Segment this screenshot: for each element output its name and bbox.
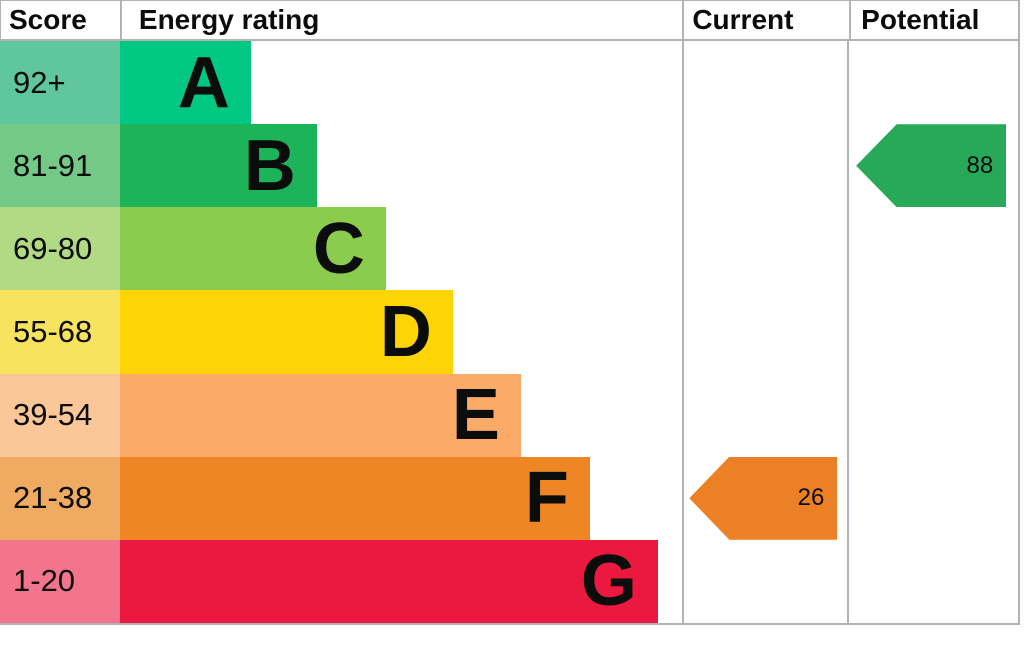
current-column-cell bbox=[682, 124, 850, 208]
band-row-f: 21-38 F 26 bbox=[0, 456, 1020, 540]
score-range-cell: 92+ bbox=[0, 41, 120, 125]
score-range-cell: 81-91 bbox=[0, 124, 120, 208]
current-column-cell bbox=[682, 207, 850, 291]
potential-column-cell bbox=[849, 290, 1020, 374]
header-current: Current bbox=[682, 1, 849, 39]
band-row-e: 39-54 E bbox=[0, 373, 1020, 457]
potential-column-cell bbox=[849, 41, 1020, 125]
current-column-cell bbox=[682, 373, 850, 457]
chart-header-row: Score Energy rating Current Potential bbox=[0, 0, 1021, 41]
header-potential: Potential bbox=[849, 1, 1021, 39]
score-range-cell: 39-54 bbox=[0, 373, 120, 457]
rating-bar-e: E bbox=[119, 373, 521, 457]
potential-column-cell bbox=[849, 373, 1020, 457]
score-range-cell: 55-68 bbox=[0, 290, 120, 374]
current-column-cell: 26 bbox=[682, 456, 850, 540]
potential-column-cell bbox=[849, 207, 1020, 291]
rating-bar-f: F bbox=[119, 456, 590, 540]
potential-column-cell: 88 bbox=[849, 124, 1020, 208]
band-row-c: 69-80 C bbox=[0, 207, 1020, 291]
header-energy-rating: Energy rating bbox=[119, 1, 682, 39]
current-column-cell bbox=[682, 41, 850, 125]
rating-bar-d: D bbox=[119, 290, 453, 374]
rating-bar-c: C bbox=[119, 207, 386, 291]
rating-bar-g: G bbox=[119, 539, 658, 623]
potential-rating-arrow: 88 bbox=[856, 124, 1007, 208]
epc-rating-chart: Score Energy rating Current Potential 92… bbox=[0, 0, 1021, 625]
rating-bar-a: A bbox=[119, 41, 251, 125]
band-row-d: 55-68 D bbox=[0, 290, 1020, 374]
potential-column-cell bbox=[849, 539, 1020, 623]
score-range-cell: 21-38 bbox=[0, 456, 120, 540]
band-row-a: 92+ A bbox=[0, 41, 1020, 125]
rating-bar-b: B bbox=[119, 124, 317, 208]
current-rating-arrow: 26 bbox=[689, 456, 838, 540]
header-score: Score bbox=[9, 4, 87, 35]
band-row-g: 1-20 G bbox=[0, 539, 1020, 623]
band-row-b: 81-91 B 88 bbox=[0, 124, 1020, 208]
rating-bands: 92+ A 81-91 B 88 69-80 C 55-68 D 39-5 bbox=[0, 41, 1020, 625]
potential-column-cell bbox=[849, 456, 1020, 540]
score-range-cell: 1-20 bbox=[0, 539, 120, 623]
current-column-cell bbox=[682, 290, 850, 374]
score-range-cell: 69-80 bbox=[0, 207, 120, 291]
current-column-cell bbox=[682, 539, 850, 623]
